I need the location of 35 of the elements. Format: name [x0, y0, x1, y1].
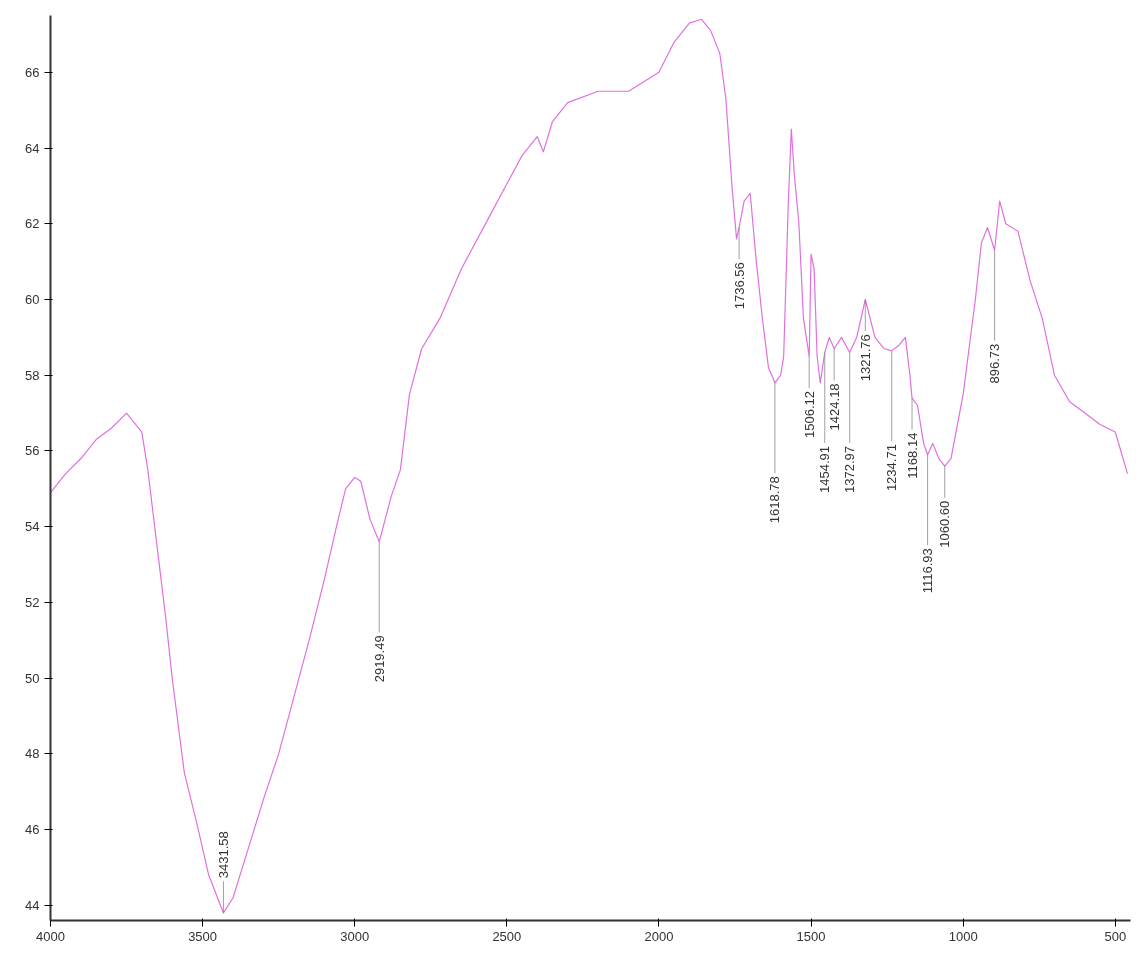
y-tick-label: 50 [25, 670, 40, 686]
x-tick-label: 1500 [796, 928, 826, 944]
x-tick-label: 1000 [948, 928, 978, 944]
annotation: 2919.49 [371, 635, 387, 683]
y-tick-label: 46 [25, 822, 40, 838]
annotation: 1321.76 [857, 334, 873, 382]
annotation: 896.73 [987, 343, 1003, 384]
annotation: 1736.56 [731, 262, 747, 310]
annotation: 1060.60 [937, 500, 953, 548]
y-tick-label: 52 [25, 594, 40, 610]
annotation: 1618.78 [767, 476, 783, 524]
x-tick-label: 4000 [36, 928, 65, 944]
y-tick-label: 54 [25, 519, 40, 535]
annotation: 1234.71 [884, 444, 900, 492]
annotation: 1506.12 [801, 390, 817, 438]
y-tick-label: 62 [25, 216, 40, 232]
line-series [50, 18, 1129, 914]
y-tick-label: 60 [25, 292, 40, 307]
x-tick-label: 500 [1104, 928, 1127, 944]
annotation: 3431.58 [215, 831, 231, 879]
y-tick-label: 48 [25, 746, 40, 762]
annotation: 1454.91 [817, 446, 833, 493]
annotation: 1424.18 [826, 383, 842, 431]
x-tick-label: 3000 [340, 928, 370, 944]
x-tick-label: 2000 [644, 928, 674, 944]
y-tick-label: 66 [25, 64, 40, 80]
x-tick-label: 2500 [492, 928, 522, 944]
y-tick-label: 64 [25, 140, 40, 156]
annotation: 1168.14 [904, 432, 920, 479]
annotation: 1116.93 [920, 548, 936, 594]
annotation: 1372.97 [842, 446, 858, 493]
x-tick-label: 3500 [188, 928, 218, 944]
y-tick-label: 44 [25, 897, 40, 913]
y-tick-label: 58 [25, 367, 40, 383]
y-tick-label: 56 [25, 443, 40, 459]
